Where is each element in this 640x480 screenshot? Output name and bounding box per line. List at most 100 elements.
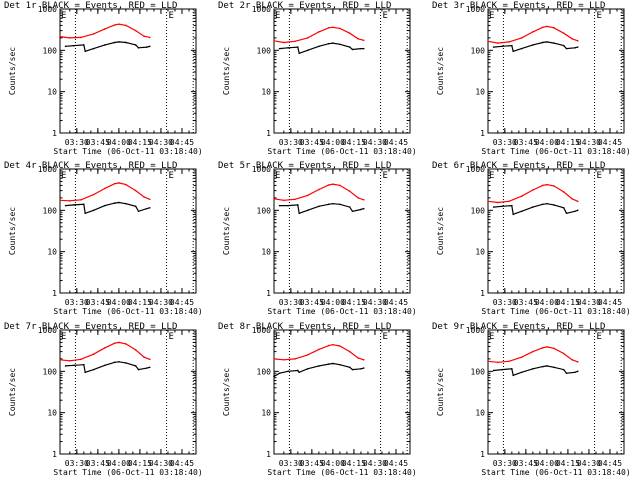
y-axis-label: Counts/sec [436, 368, 445, 416]
data-point-lld [69, 37, 71, 39]
x-tick-label: 04:00 [321, 138, 345, 147]
y-tick-label: 1000 [38, 165, 57, 174]
x-tick-label: 03:45 [86, 298, 110, 307]
data-point-lld [294, 198, 296, 201]
x-tick-label: 04:00 [107, 459, 131, 468]
data-point-lld [283, 41, 285, 44]
data-point-events [113, 361, 116, 364]
data-point-events [532, 368, 534, 370]
chart-title: Det 5r BLACK = Events, RED = LLD [218, 161, 391, 171]
x-tick-label: 04:45 [384, 459, 408, 468]
data-point-events [332, 42, 334, 44]
data-point-events [73, 204, 75, 206]
data-point-events [562, 368, 565, 371]
data-point-lld [348, 350, 351, 353]
data-point-lld [541, 184, 544, 187]
event-marker-left: E [61, 332, 66, 342]
data-point-events [287, 204, 289, 207]
data-point-lld [148, 358, 151, 361]
data-point-events [318, 45, 320, 48]
x-tick-label: 04:00 [535, 138, 559, 147]
chart-panel-3: Det 3r BLACK = Events, RED = LLD 1 10 100 10… [432, 1, 631, 156]
x-tick-label: 03:45 [514, 459, 538, 468]
data-point-lld [571, 38, 573, 40]
chart-panel-5: Det 5r BLACK = Events, RED = LLD 1 10 100 10… [218, 161, 417, 316]
chart-title: Det 1r BLACK = Events, RED = LLD [4, 1, 177, 11]
plot-frame [59, 8, 197, 134]
data-point-events [541, 203, 544, 206]
event-marker-right: E [597, 11, 602, 21]
data-point-lld [332, 343, 334, 346]
x-tick-label: 03:45 [300, 138, 324, 147]
y-tick-label: 10 [475, 88, 485, 97]
y-axis-label: Counts/sec [222, 207, 231, 255]
y-tick-label: 1 [480, 450, 485, 459]
data-point-events [362, 47, 365, 50]
data-point-lld [318, 31, 320, 33]
x-tick-label: 03:30 [493, 138, 517, 147]
data-point-events [501, 205, 503, 208]
event-marker-right: E [383, 332, 388, 342]
data-point-events [501, 45, 503, 48]
y-tick-label: 1000 [38, 326, 57, 335]
data-point-events [146, 367, 148, 369]
x-tick-label: 03:30 [279, 138, 303, 147]
data-point-lld [69, 200, 71, 202]
x-tick-label: 04:15 [128, 459, 152, 468]
data-point-lld [362, 39, 365, 42]
data-point-events [562, 207, 565, 209]
data-point-events [148, 207, 151, 209]
event-marker-left: E [61, 171, 66, 181]
data-point-lld [306, 194, 309, 197]
event-marker-left: E [275, 11, 280, 21]
data-point-lld [520, 37, 523, 39]
data-point-events [83, 363, 85, 366]
chart-title: Det 2r BLACK = Events, RED = LLD [218, 1, 391, 11]
data-point-events [546, 41, 548, 43]
x-axis-label: Start Time (06-Oct-11 03:18:40) [53, 468, 202, 477]
data-point-lld [113, 24, 116, 26]
y-axis-label: Counts/sec [436, 207, 445, 255]
data-point-events [553, 42, 555, 44]
event-marker-left: E [275, 332, 280, 342]
data-point-lld [576, 361, 579, 363]
data-point-events [118, 41, 120, 43]
data-point-events [64, 204, 67, 207]
y-tick-label: 100 [43, 367, 58, 376]
data-point-lld [532, 31, 534, 33]
data-point-lld [273, 198, 275, 200]
data-point-events [520, 371, 523, 374]
data-point-events [125, 41, 127, 44]
data-point-events [84, 212, 87, 215]
data-point-events [511, 368, 513, 370]
y-tick-label: 10 [261, 248, 271, 257]
data-point-events [511, 204, 513, 207]
data-point-events [492, 369, 495, 372]
data-point-lld [562, 191, 565, 193]
x-axis-label: Start Time (06-Oct-11 03:18:40) [53, 307, 202, 316]
data-point-lld [332, 26, 334, 29]
data-point-lld [508, 360, 510, 363]
data-point-lld [294, 40, 296, 43]
y-axis-label: Counts/sec [8, 47, 17, 95]
y-tick-label: 1 [480, 129, 485, 138]
data-point-lld [273, 40, 275, 42]
x-tick-label: 03:30 [279, 298, 303, 307]
data-point-lld [306, 37, 309, 39]
x-tick-label: 04:45 [598, 298, 622, 307]
data-point-lld [92, 353, 95, 355]
x-tick-label: 04:30 [577, 138, 601, 147]
data-point-lld [80, 36, 82, 39]
data-point-events [298, 52, 301, 55]
data-point-lld [487, 200, 489, 203]
data-point-events [298, 212, 301, 215]
data-point-lld [520, 195, 523, 197]
data-point-events [512, 213, 515, 216]
data-point-lld [283, 359, 285, 361]
data-point-lld [487, 360, 489, 363]
x-tick-label: 04:30 [363, 138, 387, 147]
data-point-events [73, 364, 75, 367]
x-tick-label: 03:45 [86, 459, 110, 468]
data-point-lld [148, 198, 151, 201]
data-point-lld [134, 349, 137, 351]
